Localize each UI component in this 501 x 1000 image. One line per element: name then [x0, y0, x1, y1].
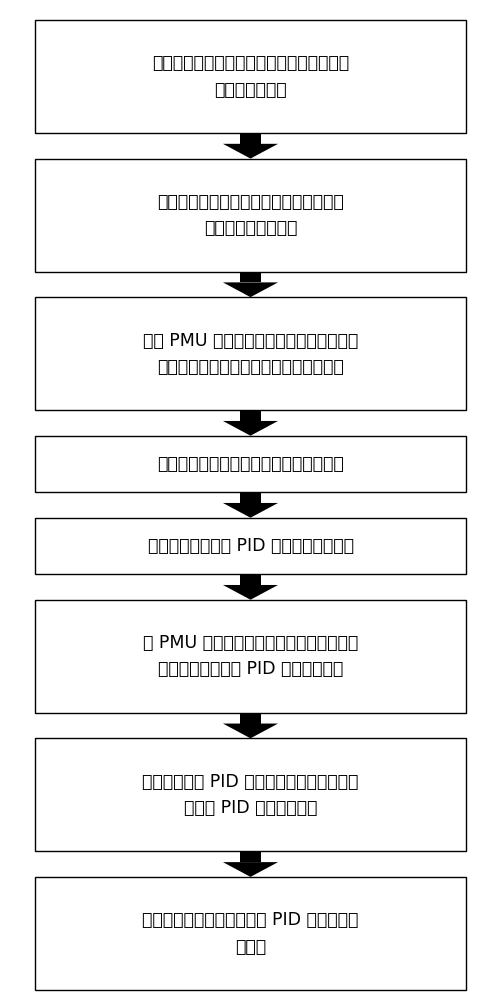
Polygon shape — [223, 585, 278, 600]
Text: 筛选针对区间低频振荡的广域反馈控制信
号和阻尼控制执行器: 筛选针对区间低频振荡的广域反馈控制信 号和阻尼控制执行器 — [157, 193, 344, 237]
Polygon shape — [223, 862, 278, 877]
Polygon shape — [223, 282, 278, 297]
Text: 建立电力系统的局部线性化传递函数模型: 建立电力系统的局部线性化传递函数模型 — [157, 455, 344, 473]
Text: 取不同时滞下 PID 参数的交集作为适应随机
时滞的 PID 参数分布范围: 取不同时滞下 PID 参数的交集作为适应随机 时滞的 PID 参数分布范围 — [142, 773, 359, 817]
Bar — [240, 574, 261, 585]
Bar — [240, 851, 261, 862]
Polygon shape — [223, 144, 278, 159]
Text: 确定电力系统低频振荡模式，从中筛选出区
间低频振荡模式: 确定电力系统低频振荡模式，从中筛选出区 间低频振荡模式 — [152, 54, 349, 99]
Bar — [35, 600, 466, 713]
Bar — [35, 159, 466, 272]
Bar — [240, 272, 261, 282]
Text: 设计电力系统时滞 PID 阻尼控制器的结构: 设计电力系统时滞 PID 阻尼控制器的结构 — [147, 537, 354, 555]
Bar — [35, 297, 466, 410]
Bar — [35, 20, 466, 133]
Bar — [35, 877, 466, 990]
Bar — [240, 713, 261, 724]
Bar — [35, 436, 466, 492]
Text: 评估 PMU 信号从采集、传输、到达阻尼执
行器这个过程中可能的随机时滞分布特点: 评估 PMU 信号从采集、传输、到达阻尼执 行器这个过程中可能的随机时滞分布特点 — [143, 332, 358, 376]
Bar — [240, 410, 261, 421]
Bar — [35, 738, 466, 851]
Polygon shape — [223, 724, 278, 738]
Bar — [35, 518, 466, 574]
Text: 选取一组参数作为广域时滞 PID 阻尼控制器
的参数: 选取一组参数作为广域时滞 PID 阻尼控制器 的参数 — [142, 911, 359, 956]
Polygon shape — [223, 421, 278, 436]
Text: 对 PMU 信号时滞分布范围等间隔取点，分
别计算不同时滞下 PID 参数分布范围: 对 PMU 信号时滞分布范围等间隔取点，分 别计算不同时滞下 PID 参数分布范… — [143, 634, 358, 678]
Polygon shape — [223, 503, 278, 518]
Bar — [240, 492, 261, 503]
Bar — [240, 133, 261, 144]
